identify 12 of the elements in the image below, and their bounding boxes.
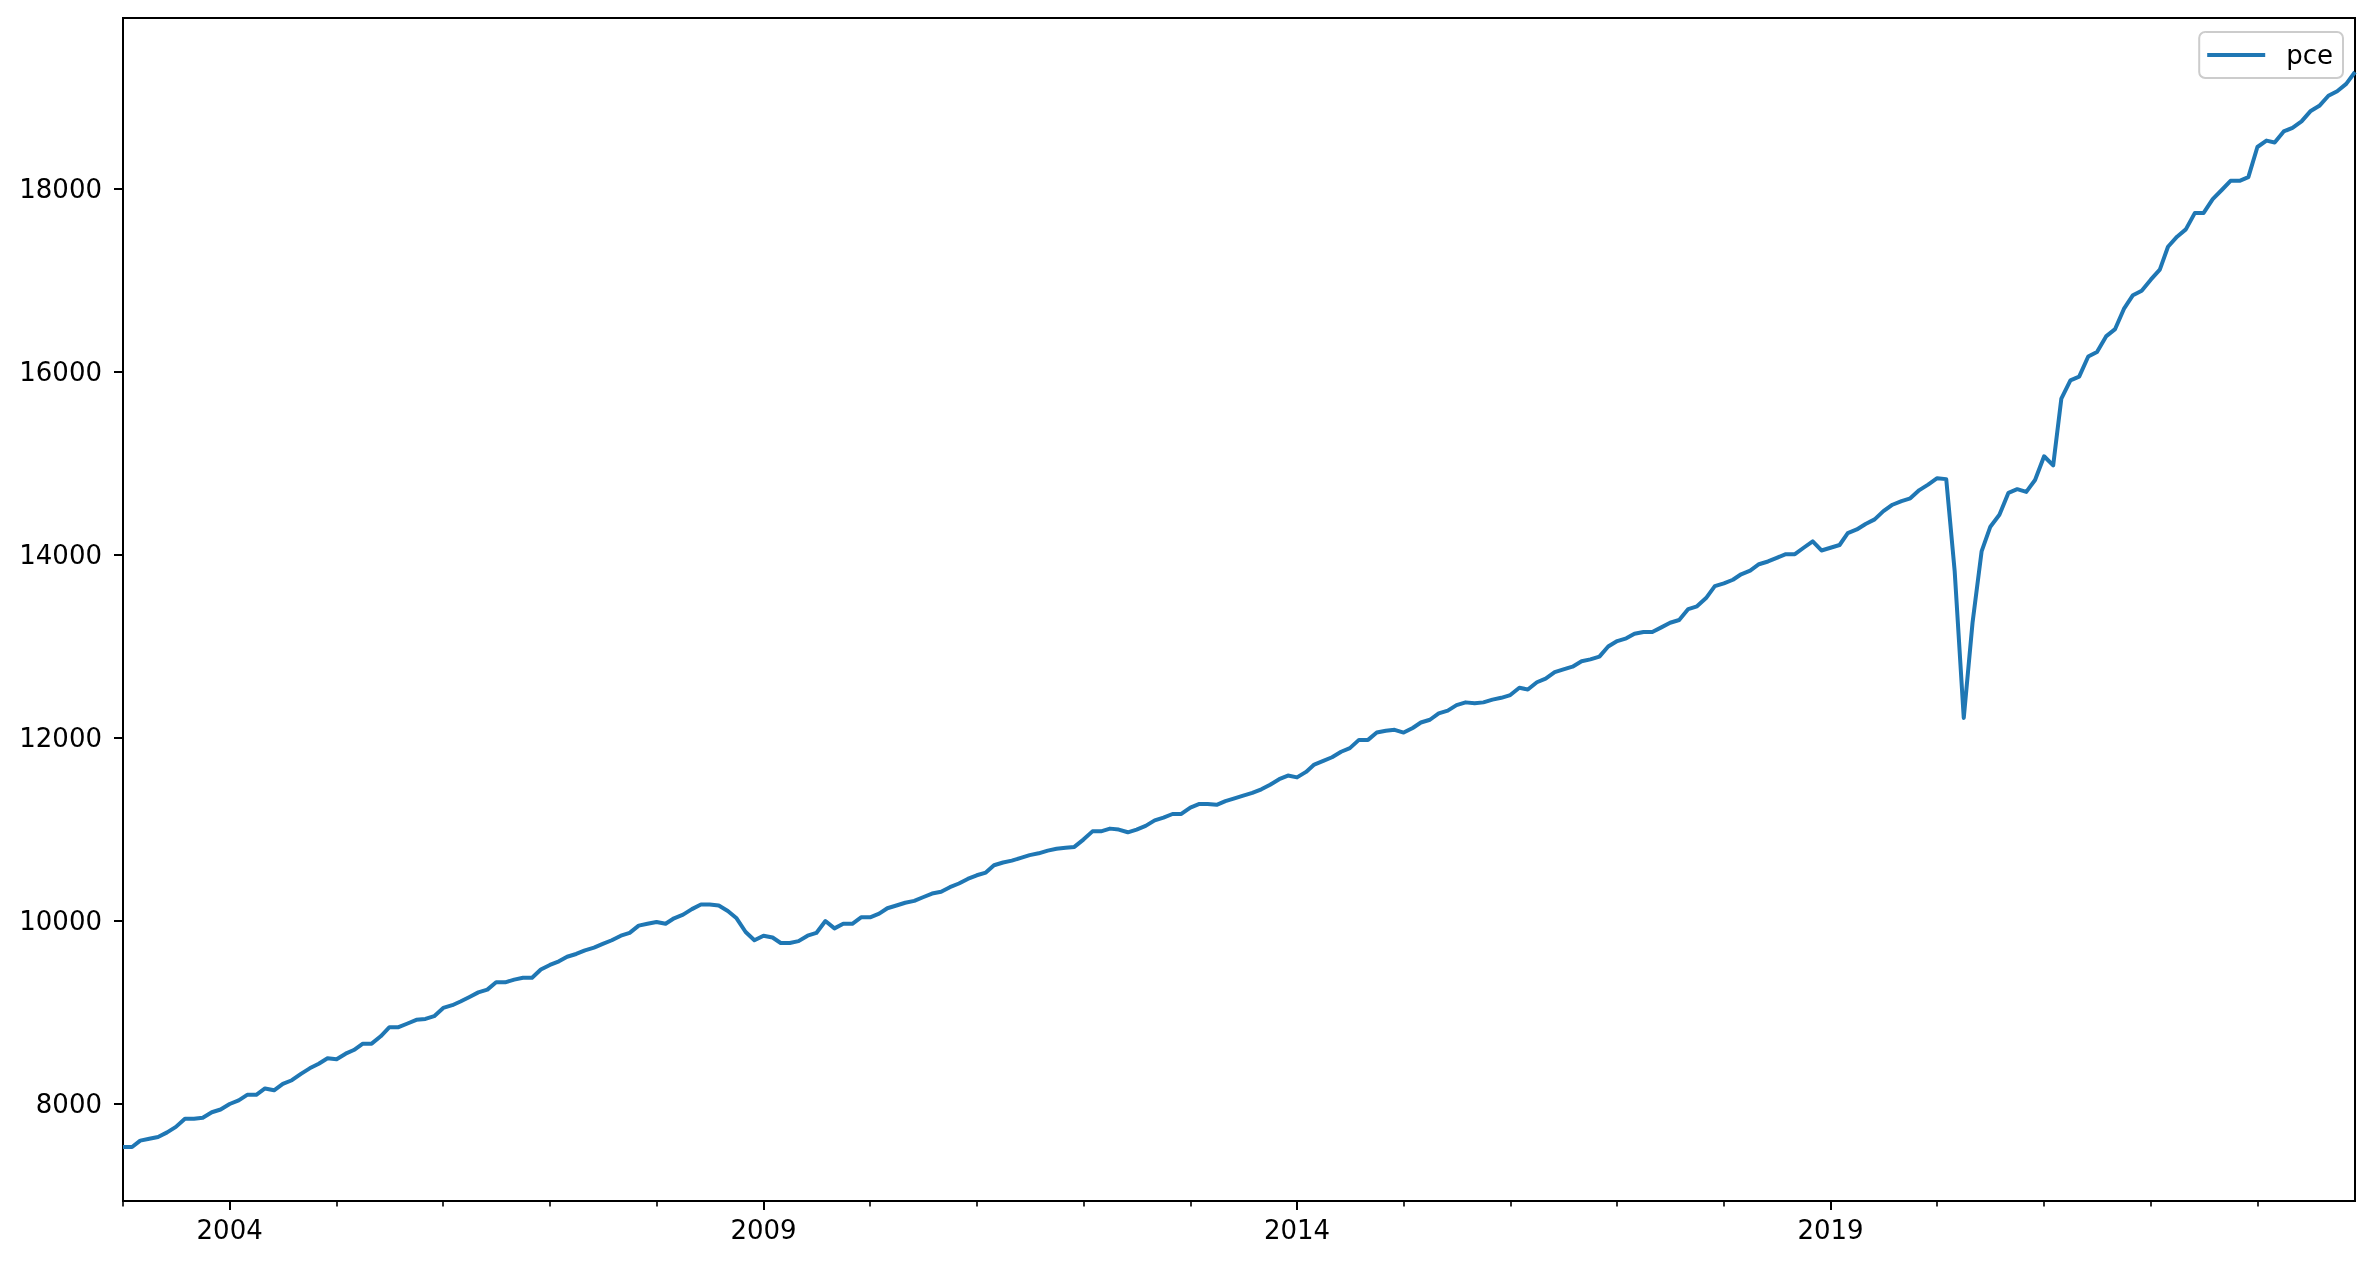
x-tick-label: 2009 (730, 1215, 797, 1245)
y-tick-label: 18000 (19, 174, 102, 205)
y-tick-label: 10000 (19, 906, 102, 937)
x-tick-label: 2004 (196, 1215, 263, 1245)
legend-label: pce (2286, 40, 2333, 70)
x-tick-label: 2014 (1263, 1215, 1331, 1245)
y-tick-label: 12000 (19, 723, 102, 754)
y-tick-label: 16000 (19, 357, 102, 388)
y-tick-label: 14000 (19, 540, 102, 571)
x-tick-label: 2019 (1797, 1215, 1864, 1245)
y-tick-label: 8000 (35, 1089, 102, 1120)
line-series (121, 69, 2357, 1150)
